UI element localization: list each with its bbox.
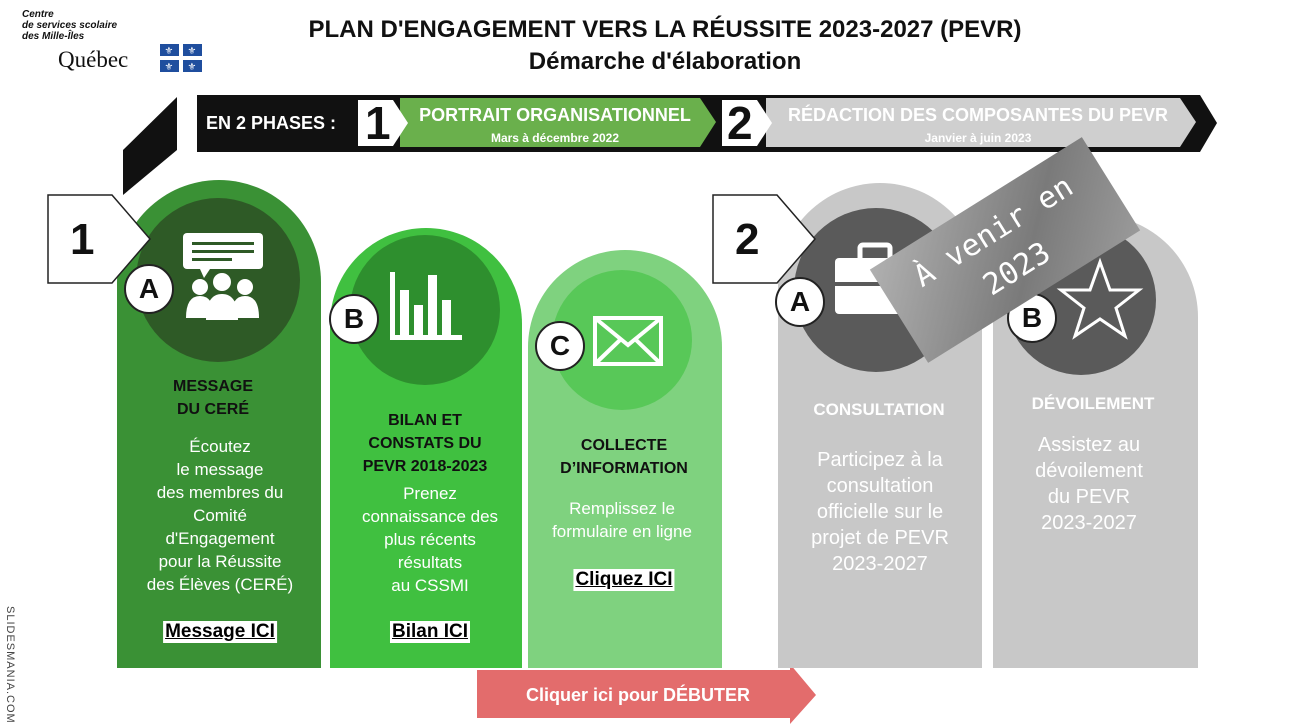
svg-text:⚜: ⚜ — [165, 62, 174, 72]
card-text: Participez à la consultation officielle … — [811, 449, 949, 575]
logo-org: Centre de services scolaire des Mille-Îles — [22, 9, 117, 42]
group-badge — [47, 194, 151, 284]
phase-dates: Janvier à juin 2023 — [924, 131, 1032, 145]
phase-dates: Mars à décembre 2022 — [490, 131, 620, 145]
phase-number: 1 — [365, 97, 391, 149]
group-badge — [712, 194, 816, 284]
logo-line: Centre — [22, 9, 54, 20]
phase-1-badge — [358, 100, 408, 146]
card-letter: C — [535, 321, 585, 371]
watermark: SLIDESMANIA.COM — [4, 606, 16, 724]
corner-shape — [123, 97, 177, 195]
group-number: 2 — [735, 215, 760, 264]
start-arrow — [477, 664, 816, 724]
icon-star — [1056, 257, 1144, 340]
phase-label: EN 2 PHASES : — [206, 113, 337, 133]
logo-flag: ⚜ ⚜ ⚜ ⚜ — [160, 44, 202, 72]
icon-chart — [390, 272, 462, 340]
card-letter: A — [124, 264, 174, 314]
card-title: DÉVOILEMENT — [1031, 394, 1155, 413]
svg-text:⚜: ⚜ — [188, 46, 197, 57]
logo-line: des Mille-Îles — [22, 31, 85, 42]
subtitle: Démarche d'élaboration — [528, 48, 802, 75]
card-text: Remplissez le formulaire en ligne — [552, 499, 692, 541]
card-text: Prenez connaissance des plus récents rés… — [361, 484, 499, 595]
logo-line: de services scolaire — [22, 20, 118, 31]
phase-number: 2 — [727, 97, 753, 149]
logo-name: Québec — [58, 47, 129, 72]
card-link[interactable]: Bilan ICI — [389, 621, 471, 643]
card-title: COLLECTE D’INFORMATION — [560, 437, 688, 477]
card-title: CONSULTATION — [813, 400, 945, 419]
title: PLAN D'ENGAGEMENT VERS LA RÉUSSITE 2023-… — [308, 16, 1022, 43]
phase-title: PORTRAIT ORGANISATIONNEL — [419, 105, 691, 125]
phase-2-arrow — [766, 98, 1196, 147]
card-title: BILAN ET CONSTATS DU PEVR 2018-2023 — [362, 412, 488, 475]
card-title: MESSAGE DU CERÉ — [172, 378, 254, 418]
card-letter: B — [329, 294, 379, 344]
svg-text:⚜: ⚜ — [188, 62, 197, 72]
card-link[interactable]: Message ICI — [163, 621, 277, 643]
start-button[interactable]: Cliquer ici pour DÉBUTER — [525, 685, 751, 705]
phase-1-arrow — [400, 98, 716, 147]
icon-mail — [593, 316, 663, 366]
card-text: Écoutez le message des membres du Comité… — [146, 437, 294, 594]
phase-title: RÉDACTION DES COMPOSANTES DU PEVR — [787, 105, 1169, 125]
group-number: 1 — [70, 215, 95, 264]
card-letter: A — [775, 277, 825, 327]
card-text: Assistez au dévoilement du PEVR 2023-202… — [1035, 434, 1143, 534]
card-link[interactable]: Cliquez ICI — [573, 569, 675, 591]
icon-message — [183, 233, 263, 320]
phase-2-badge — [722, 100, 772, 146]
svg-text:⚜: ⚜ — [165, 46, 174, 57]
